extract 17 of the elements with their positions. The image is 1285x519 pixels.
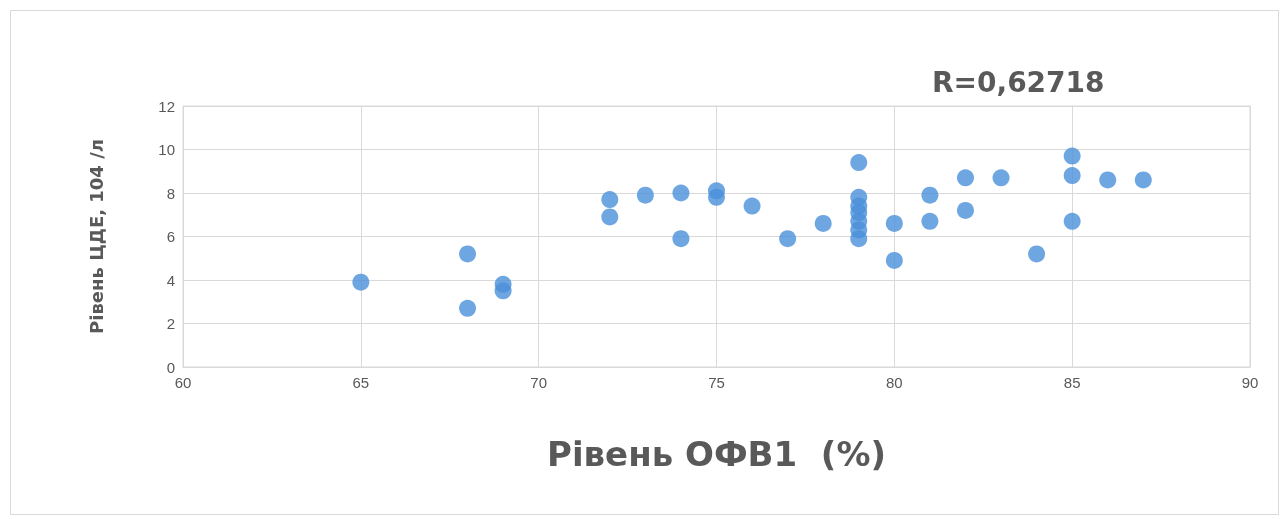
text: R=0,62718 — [932, 65, 1105, 99]
y-tick-label: 0 — [166, 358, 175, 376]
x-tick-label: 80 — [885, 374, 903, 391]
y-axis-title: Рівень ЦДЕ, 104 /л — [85, 139, 107, 334]
y-tick-label: 2 — [166, 315, 175, 332]
y-tick-label: 6 — [166, 228, 175, 245]
y-tick-label: 12 — [158, 97, 175, 115]
x-tick-label: 60 — [174, 374, 192, 391]
x-axis-title: Рівень ОФВ1 (%) — [547, 434, 886, 474]
y-tick-label: 4 — [166, 271, 175, 289]
x-tick-label: 75 — [708, 374, 725, 391]
x-tick-label: 70 — [530, 374, 548, 391]
x-tick-label: 65 — [352, 374, 370, 391]
x-tick-label: 90 — [1241, 374, 1259, 391]
y-tick-label: 10 — [158, 141, 175, 158]
x-tick-label: 85 — [1063, 374, 1081, 391]
y-tick-label: 8 — [166, 184, 175, 202]
